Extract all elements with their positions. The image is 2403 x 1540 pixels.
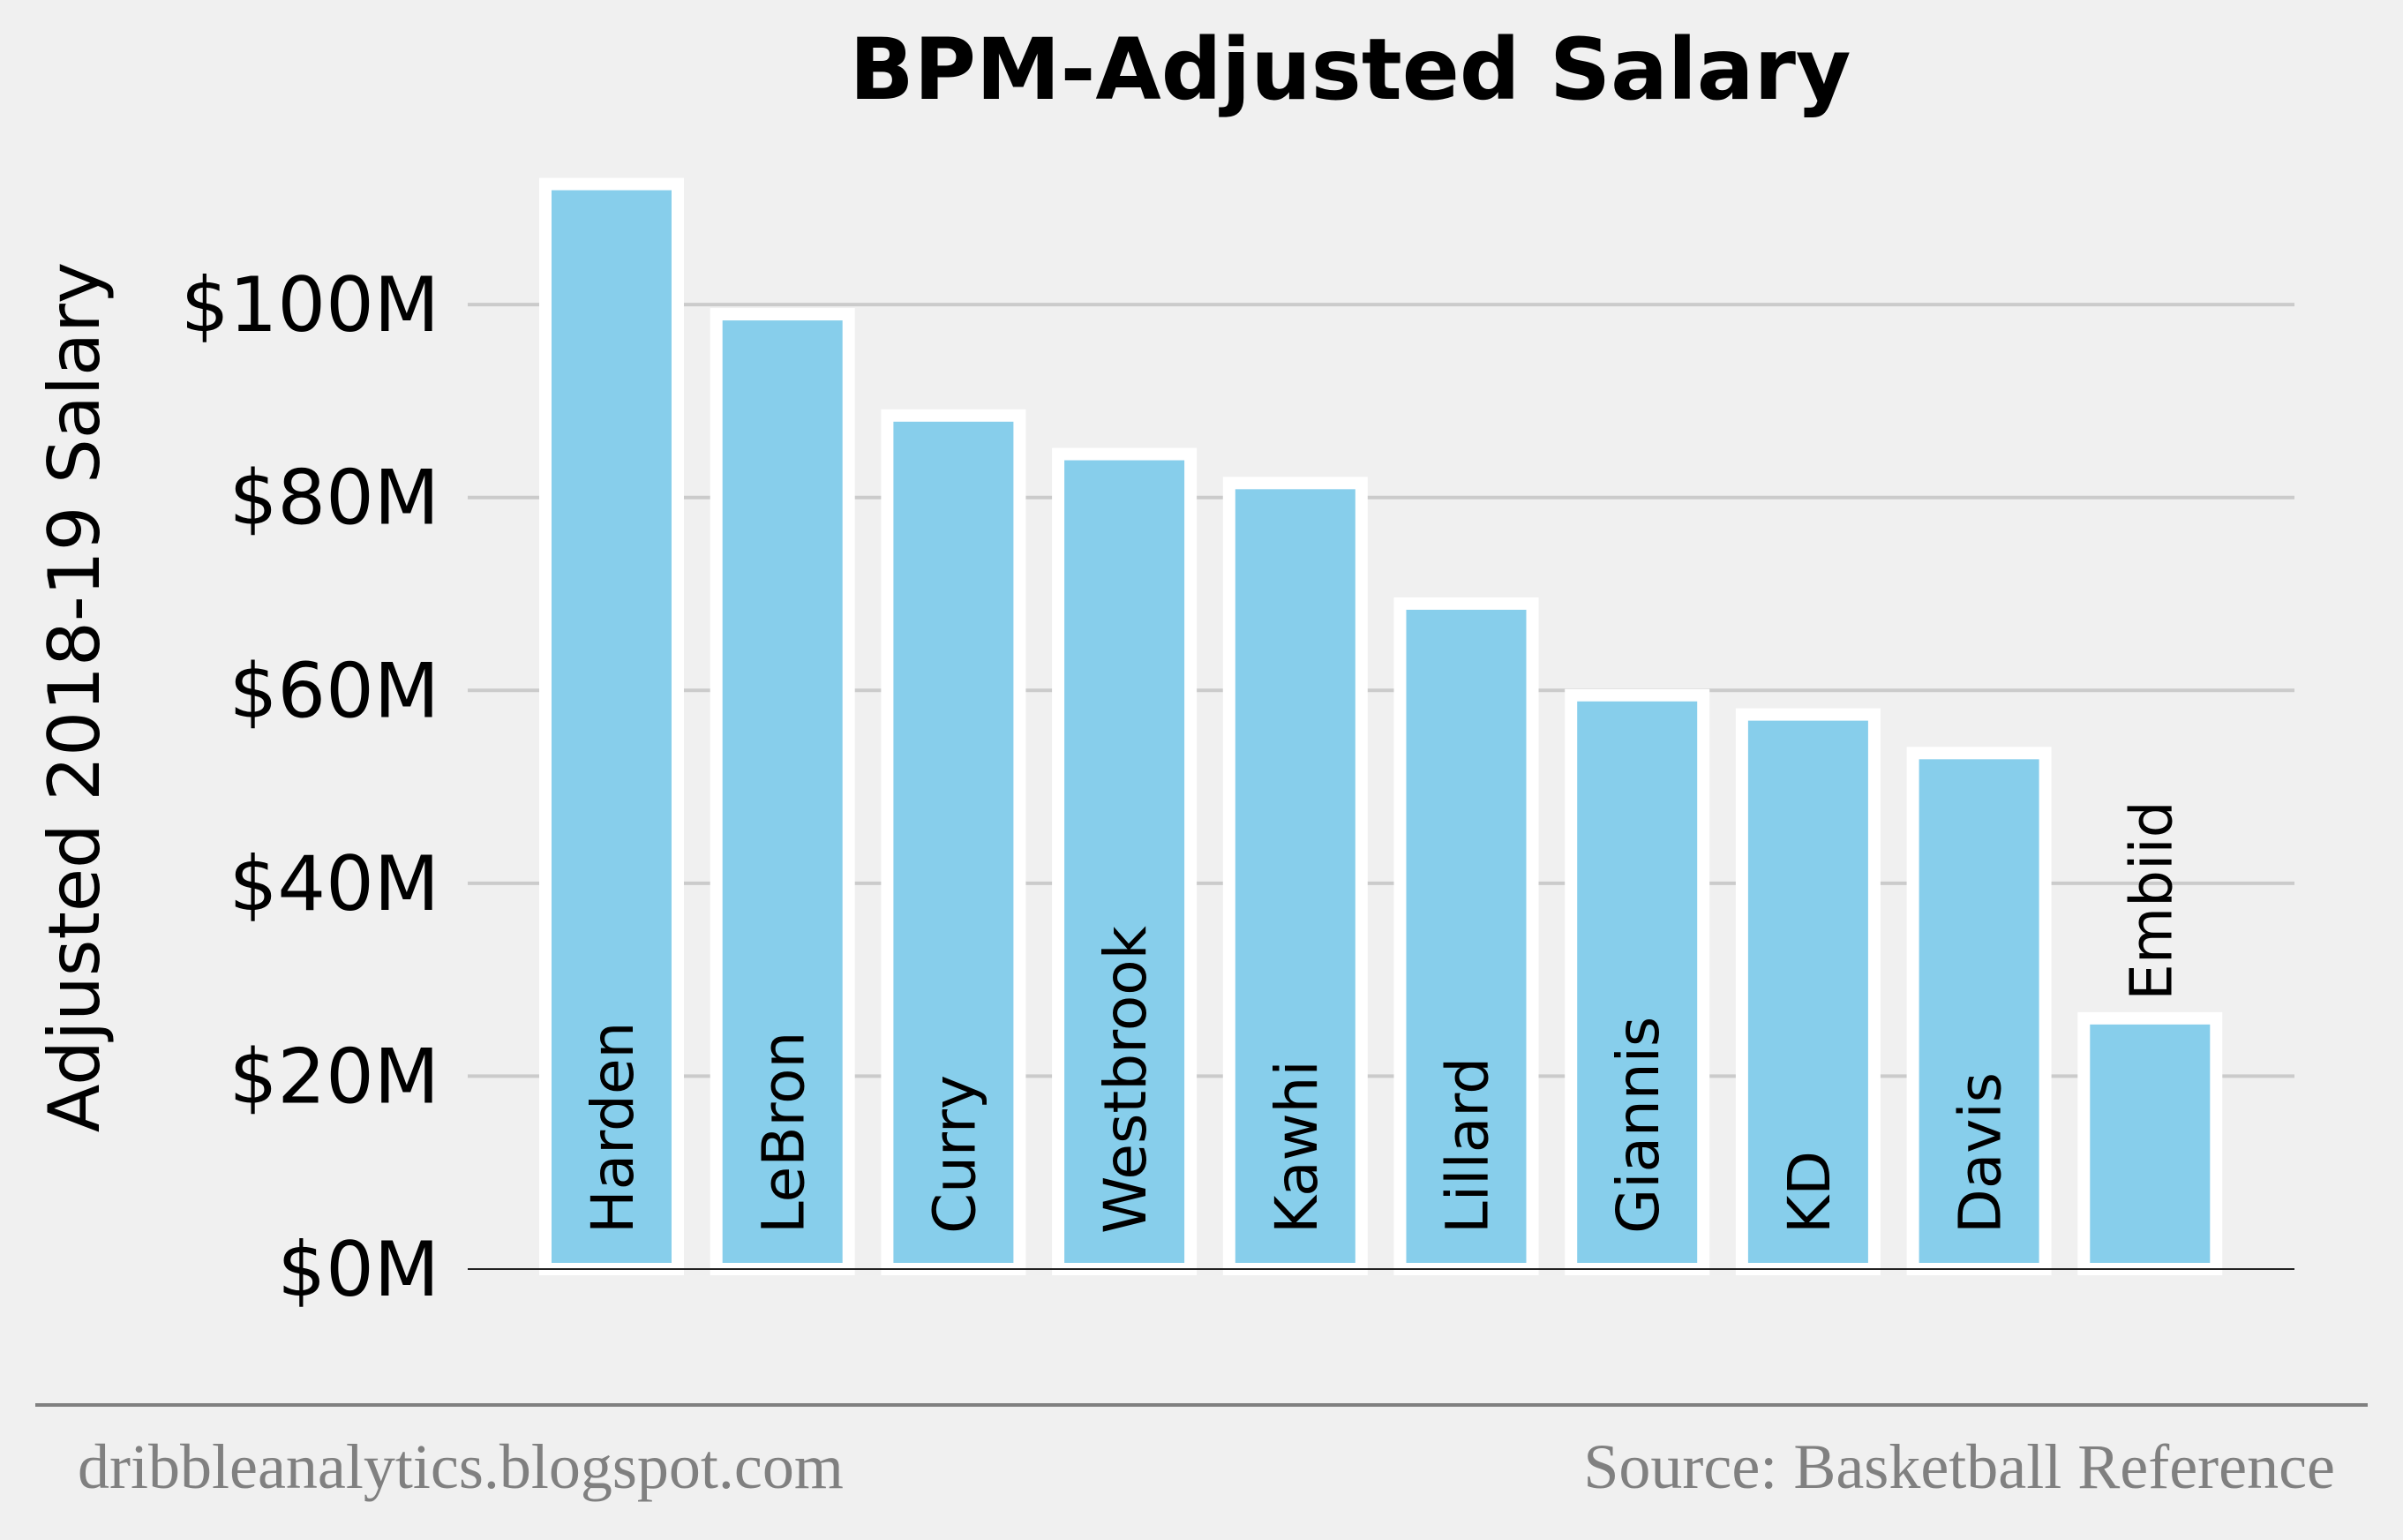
bar-label-lebron: LeBron xyxy=(750,1032,818,1234)
bar-harden xyxy=(539,177,684,1275)
y-tick-label: $60M xyxy=(229,647,439,735)
bar-label-lillard: Lillard xyxy=(1434,1057,1502,1234)
bar-lillard xyxy=(1393,597,1539,1275)
bar-label-kd: KD xyxy=(1776,1151,1844,1234)
bar-kd xyxy=(1735,708,1881,1275)
y-tick-label: $0M xyxy=(277,1226,439,1314)
bar-giannis xyxy=(1565,688,1710,1275)
y-tick-label: $100M xyxy=(181,261,439,349)
bar-label-giannis: Giannis xyxy=(1604,1017,1672,1234)
y-tick-label: $40M xyxy=(229,840,439,928)
bar-davis xyxy=(1906,747,2052,1275)
y-axis-label: Adjusted 2018-19 Salary xyxy=(34,262,116,1132)
bar-kawhi xyxy=(1222,477,1368,1275)
bar-label-harden: Harden xyxy=(579,1022,647,1234)
bar-westbrook xyxy=(1052,447,1198,1275)
bar-labels: Harden LeBron Curry Westbrook Kawhi Lillard Gi… xyxy=(579,800,2185,1234)
bars xyxy=(539,177,2223,1276)
footer-left-text: dribbleanalytics.blogspot.com xyxy=(78,1431,844,1502)
footer-right-text: Source: Basketball Reference xyxy=(1583,1431,2335,1502)
bar-label-embiid: Embiid xyxy=(2117,800,2185,1000)
bar-label-westbrook: Westbrook xyxy=(1092,925,1160,1234)
bar-embiid xyxy=(2077,1011,2223,1276)
bar-label-davis: Davis xyxy=(1947,1072,2015,1234)
bar-curry xyxy=(881,409,1026,1276)
bar-label-curry: Curry xyxy=(920,1075,988,1234)
y-tick-labels: $0M $20M $40M $60M $80M $100M xyxy=(181,261,439,1314)
bar-label-kawhi: Kawhi xyxy=(1263,1060,1331,1234)
y-tick-label: $20M xyxy=(229,1033,439,1121)
chart-title: BPM-Adjusted Salary xyxy=(850,20,1851,119)
y-tick-label: $80M xyxy=(229,454,439,543)
